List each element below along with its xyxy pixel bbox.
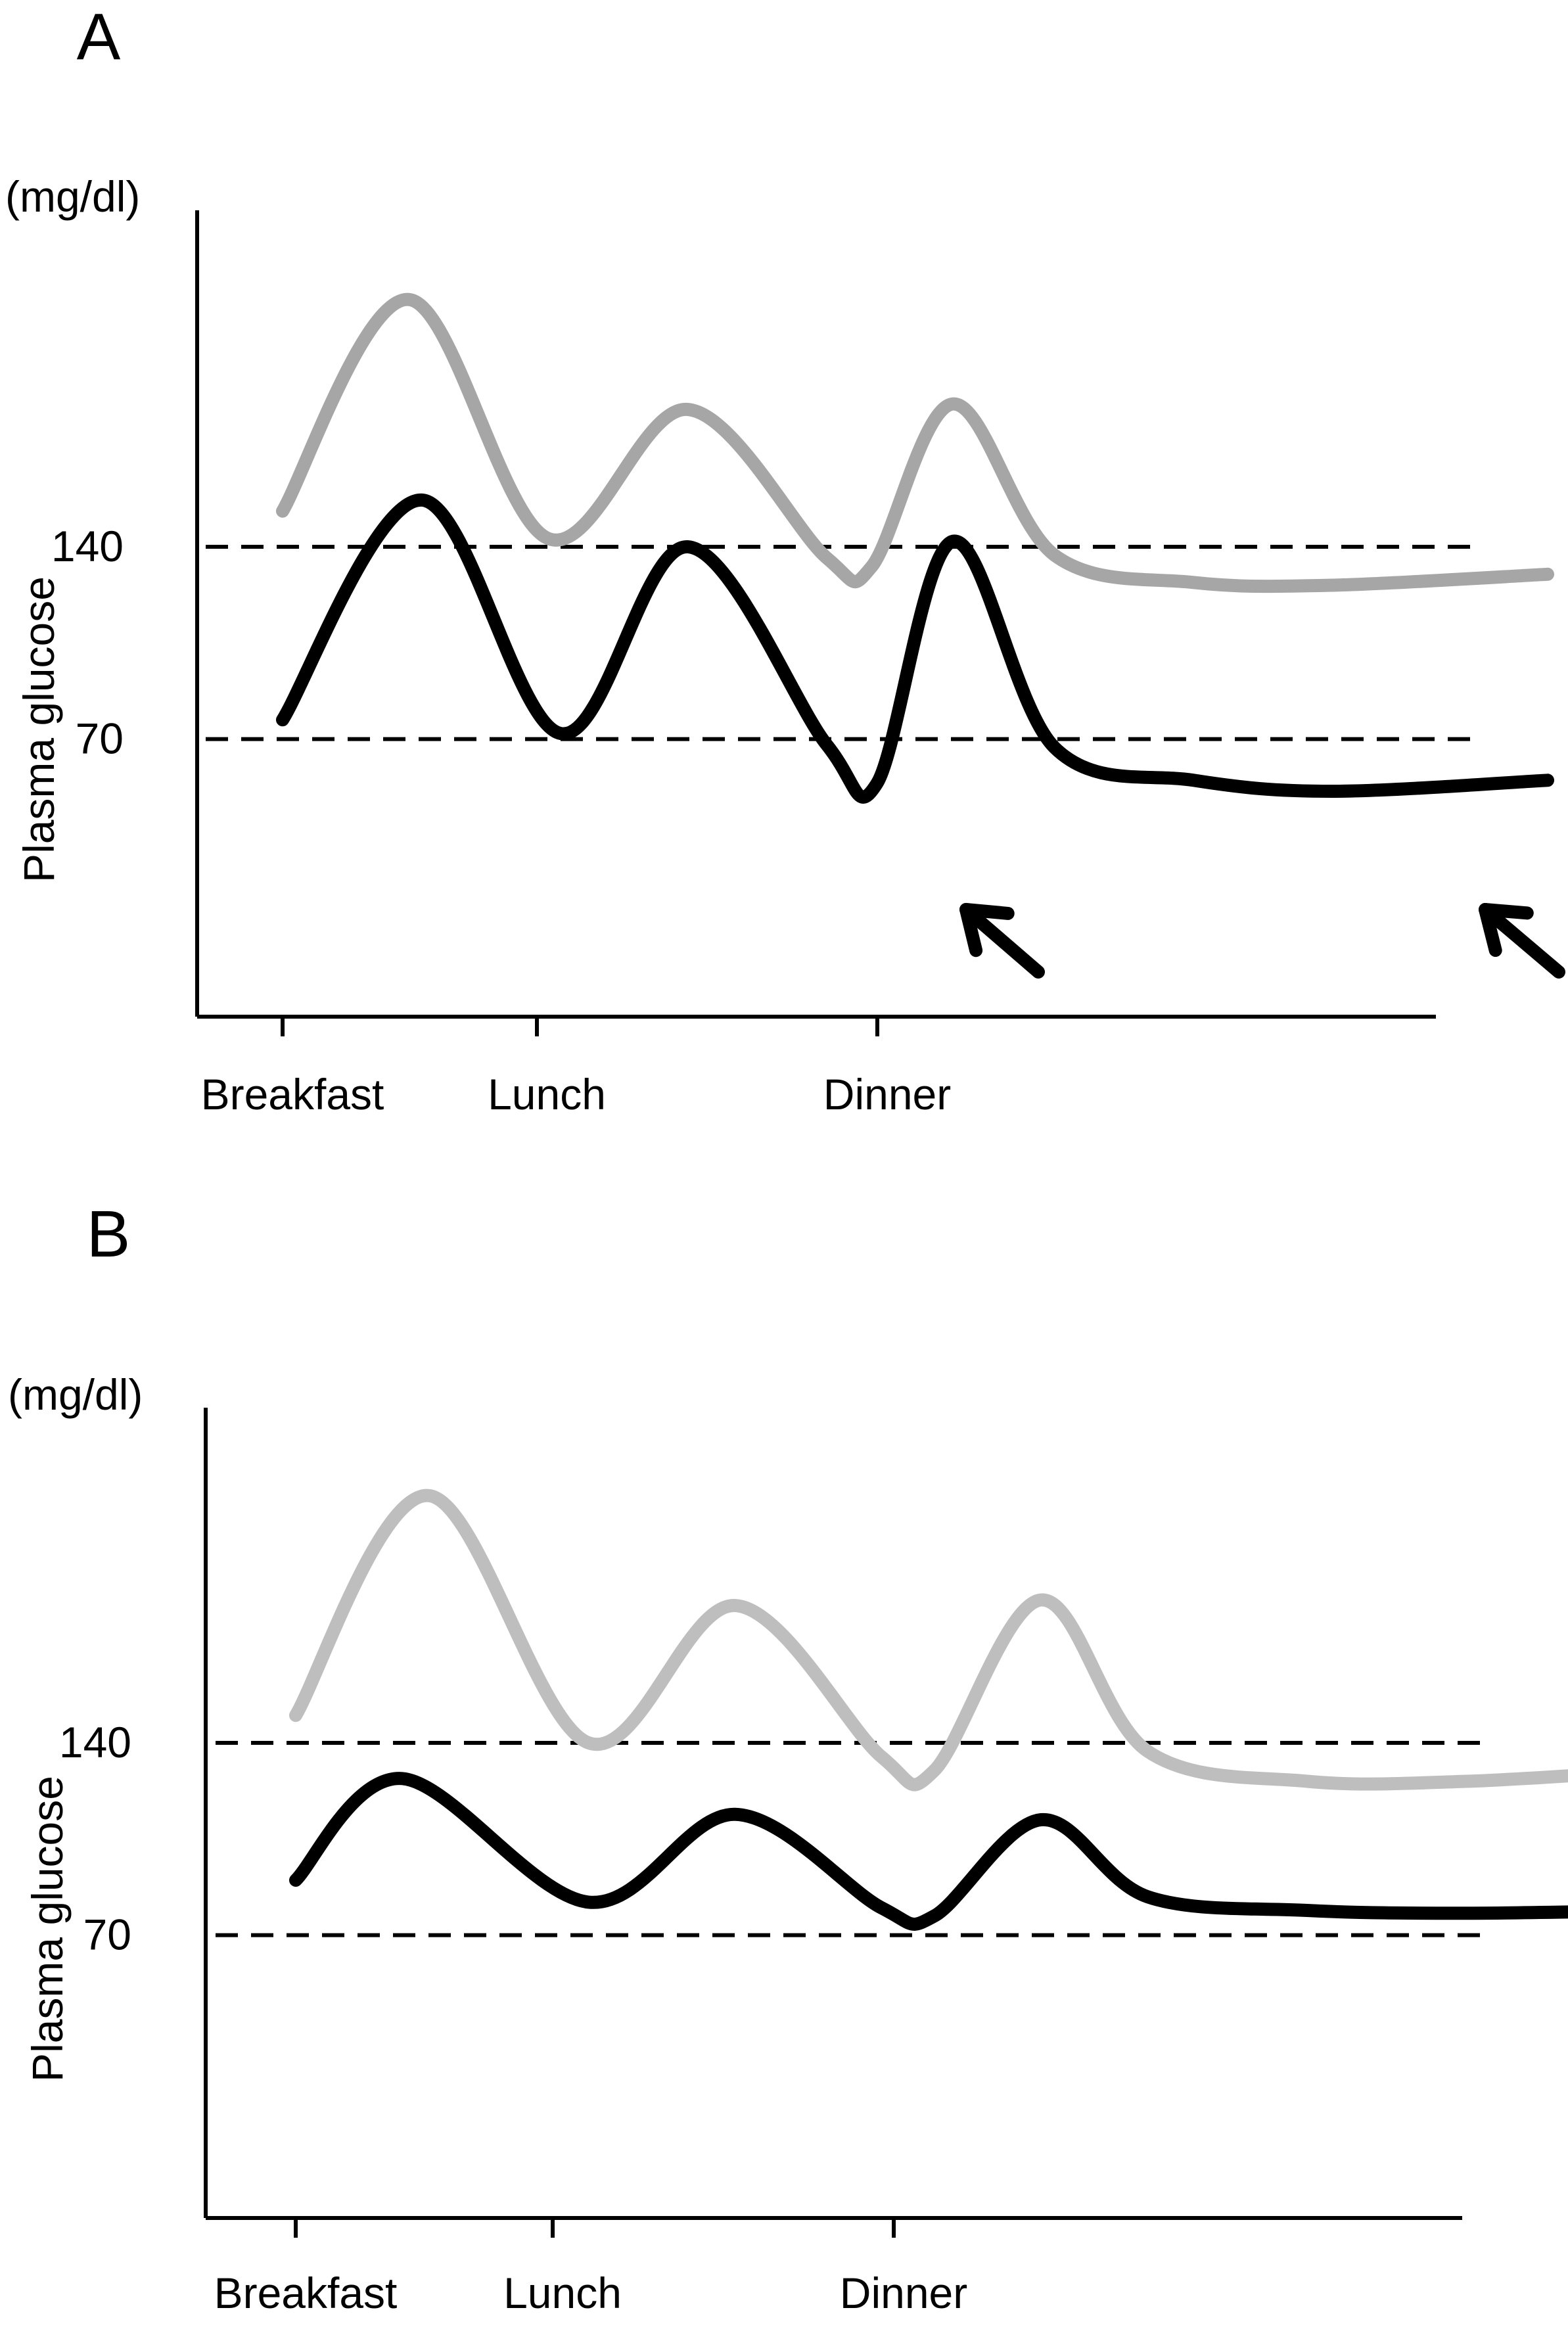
- panel-a-meal-label-lunch: Lunch: [488, 1070, 606, 1119]
- panel-a-tick-label-70: 70: [76, 714, 124, 763]
- panel-b-letter: B: [87, 1197, 131, 1271]
- panel-a-arrow-dinner-trough: [959, 903, 1045, 979]
- panel-b-tick-label-70: 70: [83, 1910, 131, 1959]
- panel-a: A (mg/dl) Plasma glucose 140 70 Breakfast Lunc…: [5, 0, 1565, 1119]
- panel-b-tick-label-140: 140: [59, 1718, 131, 1767]
- panel-a-tick-label-140: 140: [51, 522, 124, 570]
- panel-a-arrow-overnight: [1479, 903, 1565, 979]
- panel-b-meal-label-breakfast: Breakfast: [214, 2269, 398, 2317]
- panel-a-lower-curve: [276, 493, 1554, 804]
- panel-b: B (mg/dl) Plasma glucose 140 70 Breakfast Lunc…: [8, 1197, 1568, 2317]
- panel-b-upper-curve: [289, 1489, 1568, 1791]
- panel-b-meal-label-lunch: Lunch: [503, 2269, 622, 2317]
- panel-b-meal-label-dinner: Dinner: [840, 2269, 967, 2317]
- panel-a-meal-label-dinner: Dinner: [823, 1070, 951, 1119]
- panel-a-ylabel: Plasma glucose: [14, 576, 63, 883]
- panel-b-ylabel: Plasma glucose: [23, 1776, 72, 2082]
- panel-a-unit-label: (mg/dl): [5, 172, 140, 221]
- panel-a-meal-label-breakfast: Breakfast: [201, 1070, 384, 1119]
- panel-b-unit-label: (mg/dl): [8, 1370, 143, 1419]
- panel-a-upper-curve: [276, 292, 1554, 593]
- panel-b-lower-curve: [289, 1772, 1568, 1931]
- panel-a-letter: A: [77, 0, 121, 74]
